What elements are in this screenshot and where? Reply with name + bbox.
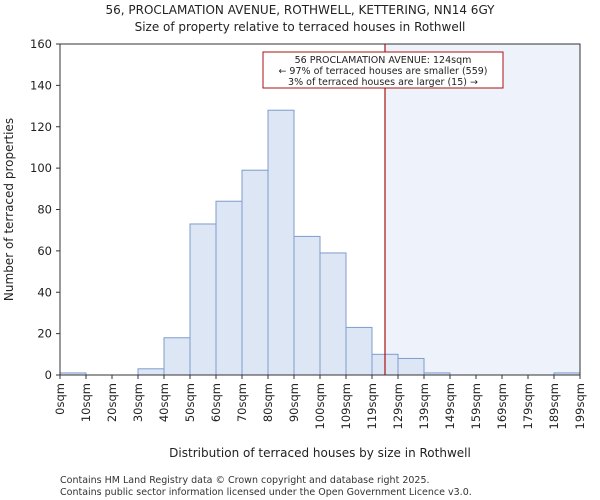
y-tick-label: 160 xyxy=(30,37,52,51)
bar-50sqm xyxy=(189,223,217,376)
x-tick-label: 10sqm xyxy=(79,383,93,422)
annotation-line-1: 56 PROCLAMATION AVENUE: 124sqm xyxy=(295,55,472,66)
footer-line-1: Contains HM Land Registry data © Crown c… xyxy=(60,475,430,486)
y-axis-ticks: 0 20 40 60 80 100 120 140 160 xyxy=(30,37,60,382)
x-tick-label: 30sqm xyxy=(131,383,145,422)
footer-line-2: Contains public sector information licen… xyxy=(60,487,472,498)
x-tick-label: 159sqm xyxy=(469,383,483,429)
x-tick-label: 60sqm xyxy=(209,383,223,422)
bar-129sqm xyxy=(397,357,425,376)
y-tick-label: 0 xyxy=(45,368,52,382)
bar-30sqm xyxy=(137,368,165,376)
larger-region-highlight xyxy=(385,44,580,375)
x-tick-label: 179sqm xyxy=(521,383,535,429)
x-tick-label: 0sqm xyxy=(53,383,67,415)
y-tick-label: 140 xyxy=(30,78,52,92)
x-tick-label: 20sqm xyxy=(105,383,119,422)
bar-100sqm xyxy=(319,252,347,376)
bar-109sqm xyxy=(345,326,373,376)
annotation-line-2: ← 97% of terraced houses are smaller (55… xyxy=(278,66,487,77)
histogram-bars xyxy=(59,109,581,376)
y-axis-label: Number of terraced properties xyxy=(2,118,16,301)
bar-60sqm xyxy=(215,200,243,376)
x-tick-label: 80sqm xyxy=(261,383,275,422)
x-tick-label: 149sqm xyxy=(443,383,457,429)
x-tick-label: 100sqm xyxy=(313,383,327,429)
chart-subtitle: Size of property relative to terraced ho… xyxy=(135,20,466,34)
x-tick-label: 189sqm xyxy=(547,383,561,429)
y-tick-label: 40 xyxy=(37,285,52,299)
x-tick-label: 70sqm xyxy=(235,383,249,422)
x-tick-label: 169sqm xyxy=(495,383,509,429)
y-tick-label: 20 xyxy=(37,327,52,341)
x-tick-label: 139sqm xyxy=(417,383,431,429)
y-tick-label: 120 xyxy=(30,120,52,134)
bar-40sqm xyxy=(163,337,191,376)
annotation-box: 56 PROCLAMATION AVENUE: 124sqm ← 97% of … xyxy=(262,51,504,89)
x-axis-label: Distribution of terraced houses by size … xyxy=(169,446,471,460)
highlight-region xyxy=(385,44,580,375)
x-axis-ticks: 0sqm 10sqm 20sqm 30sqm 40sqm 50sqm 60sqm 70sqm 8… xyxy=(53,375,587,429)
annotation-line-3: 3% of terraced houses are larger (15) → xyxy=(288,77,478,88)
y-tick-label: 100 xyxy=(30,161,52,175)
y-tick-label: 80 xyxy=(37,203,52,217)
x-tick-label: 119sqm xyxy=(365,383,379,429)
y-tick-label: 60 xyxy=(37,244,52,258)
x-tick-label: 129sqm xyxy=(391,383,405,429)
chart-title: 56, PROCLAMATION AVENUE, ROTHWELL, KETTE… xyxy=(106,3,496,17)
annotation-border xyxy=(262,51,504,89)
bar-80sqm xyxy=(267,109,295,376)
x-tick-label: 50sqm xyxy=(183,383,197,422)
bar-90sqm xyxy=(293,235,321,376)
x-tick-label: 40sqm xyxy=(157,383,171,422)
bar-70sqm xyxy=(241,169,269,376)
x-tick-label: 109sqm xyxy=(339,383,353,429)
x-tick-label: 90sqm xyxy=(287,383,301,422)
x-tick-label: 199sqm xyxy=(573,383,587,429)
